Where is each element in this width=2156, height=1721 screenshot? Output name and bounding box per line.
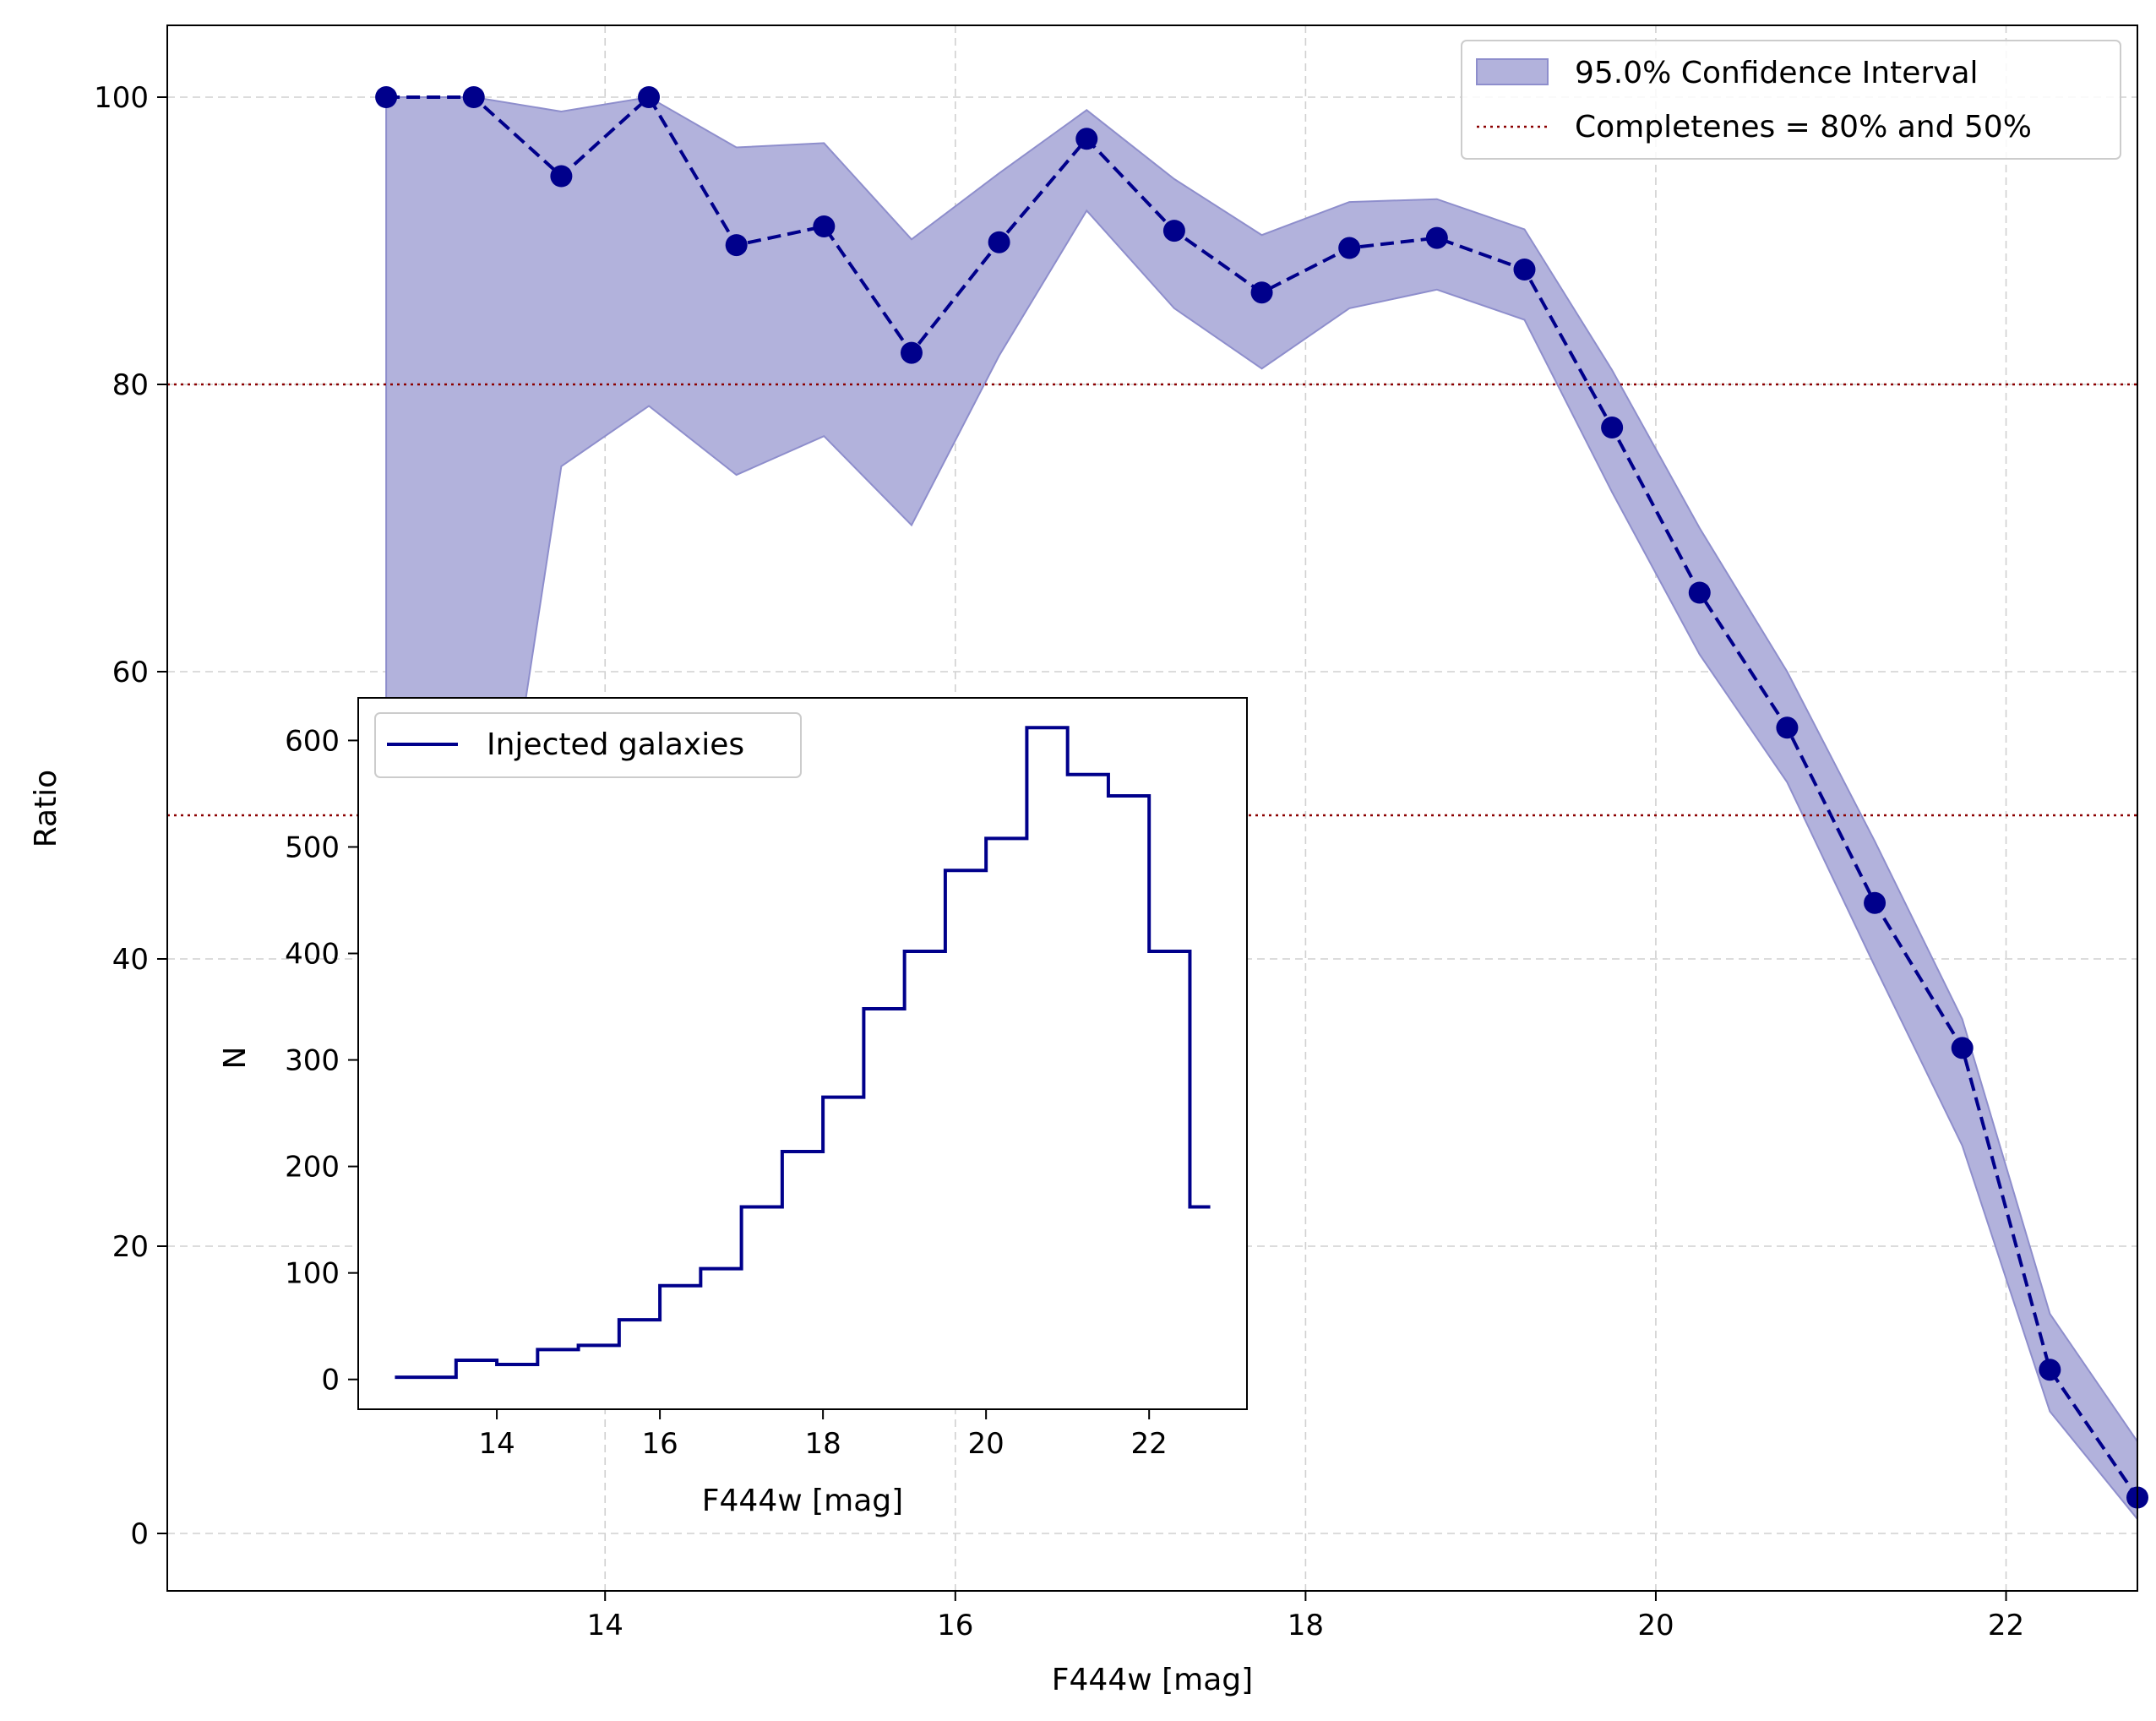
main-x-ticks: 14 16 18 20 22: [587, 1591, 2024, 1642]
inset-plot-frame: [357, 697, 1248, 1410]
inset-x-ticks: 14 16 18 20 22: [478, 1409, 1168, 1461]
inset-y-axis-label: N: [218, 1047, 253, 1070]
injected-galaxies-step-line: [395, 726, 1211, 1380]
main-x-tick-label: 14: [587, 1609, 623, 1642]
ratio-point: [725, 234, 748, 257]
main-legend: 95.0% Confidence Interval Completenes = …: [1461, 40, 2121, 160]
ratio-point: [813, 215, 836, 237]
inset-y-tick-label: 400: [285, 938, 340, 972]
legend-ci-label: 95.0% Confidence Interval: [1575, 56, 1979, 90]
main-x-tick-label: 20: [1637, 1609, 1674, 1642]
ratio-point: [1688, 581, 1711, 604]
ratio-point: [1075, 128, 1098, 150]
inset-y-tick-label: 100: [285, 1257, 340, 1291]
ratio-point: [1776, 716, 1799, 739]
main-y-axis-label: Ratio: [29, 770, 63, 847]
inset-legend: Injected galaxies: [374, 712, 802, 778]
main-plot-frame: [166, 25, 2138, 1592]
main-y-tick-label: 100: [94, 81, 149, 115]
inset-x-tick-label: 16: [641, 1427, 678, 1461]
legend-completeness-label: Completenes = 80% and 50%: [1575, 110, 2032, 144]
ratio-point: [1425, 226, 1448, 249]
legend-injected-label: Injected galaxies: [487, 727, 744, 762]
ratio-point: [1951, 1037, 1974, 1059]
main-y-tick-label: 40: [112, 943, 149, 977]
ratio-point: [1513, 259, 1536, 280]
ratio-point: [2039, 1359, 2061, 1381]
inset-plot-background: [358, 698, 1247, 1409]
ratio-point: [1250, 281, 1273, 304]
ratio-point: [462, 86, 485, 108]
main-x-tick-label: 16: [937, 1609, 973, 1642]
legend-ci-swatch: [1476, 58, 1549, 85]
ratio-point: [1864, 891, 1886, 914]
inset-y-tick-label: 500: [285, 831, 340, 864]
ratio-point: [1601, 417, 1624, 438]
main-y-tick-label: 20: [112, 1230, 149, 1264]
ratio-point: [550, 165, 573, 188]
inset-x-tick-label: 18: [804, 1427, 841, 1461]
main-y-tick-label: 0: [130, 1517, 149, 1551]
inset-plot: 14 16 18 20 22 0 100 200 300 400 500 600 F444w [ma…: [218, 697, 1248, 1518]
main-legend-box: [1461, 40, 2121, 160]
inset-y-ticks: 0 100 200 300 400 500 600: [285, 724, 358, 1397]
main-y-tick-label: 80: [112, 368, 149, 402]
ratio-point: [900, 341, 923, 364]
inset-legend-box: [374, 712, 802, 778]
main-y-tick-label: 60: [112, 656, 149, 689]
ratio-point: [988, 231, 1010, 253]
inset-x-axis-label: F444w [mag]: [702, 1484, 903, 1518]
ratio-point: [1162, 220, 1185, 242]
inset-x-tick-label: 22: [1131, 1427, 1168, 1461]
main-x-tick-label: 18: [1288, 1609, 1324, 1642]
inset-y-tick-label: 300: [285, 1044, 340, 1078]
inset-x-tick-label: 14: [478, 1427, 514, 1461]
main-x-axis-label: F444w [mag]: [1052, 1663, 1253, 1697]
inset-y-tick-label: 600: [285, 724, 340, 758]
ratio-point: [1338, 237, 1361, 259]
main-x-tick-label: 22: [1988, 1609, 2024, 1642]
inset-y-tick-label: 0: [321, 1364, 340, 1397]
main-y-ticks: 0 20 40 60 80 100: [94, 81, 167, 1551]
inset-y-tick-label: 200: [285, 1151, 340, 1185]
inset-x-tick-label: 20: [968, 1427, 1004, 1461]
ratio-point: [638, 86, 661, 108]
ratio-point: [375, 86, 398, 108]
